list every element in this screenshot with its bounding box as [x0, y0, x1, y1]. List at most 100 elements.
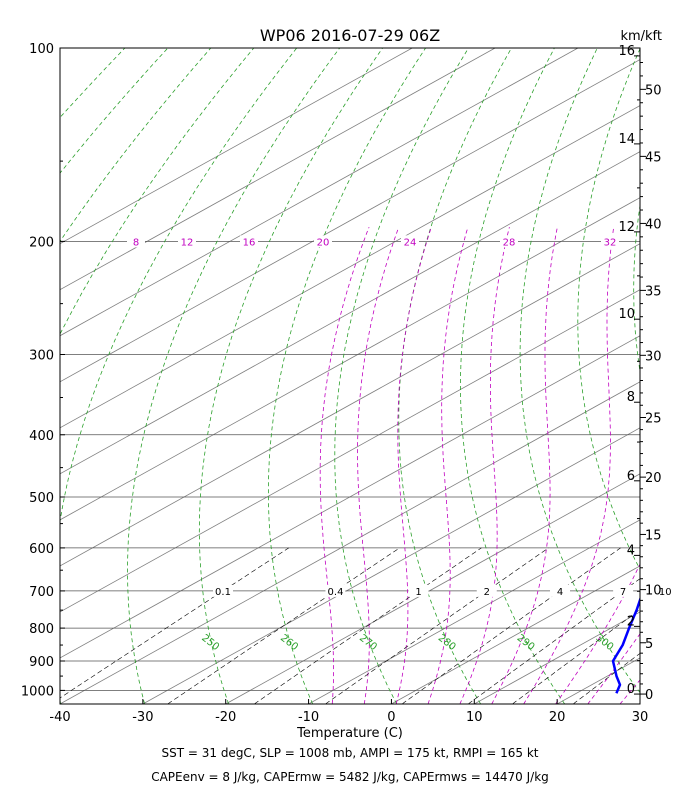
moist-adiabat-lines — [319, 226, 640, 704]
mixing-ratio-label: 7 — [620, 587, 626, 598]
plot-frame — [59, 47, 641, 705]
kft-tick-label: 30 — [645, 349, 662, 364]
isotherm-line — [60, 48, 579, 337]
dry-adiabat-line — [633, 202, 640, 374]
moist-label-bg — [127, 235, 145, 248]
mixing-ratio-line — [254, 547, 482, 704]
isotherm-line — [60, 197, 640, 521]
isotherm-line — [60, 381, 640, 704]
moist-label-bg — [178, 235, 196, 248]
moist-adiabat-line — [555, 563, 640, 704]
dry-adiabat-line — [577, 48, 640, 571]
dry-adiabat-line — [127, 48, 341, 704]
mixing-ratio-line — [468, 578, 640, 704]
mixing-ratio-line — [60, 547, 289, 699]
y-tick-label: 600 — [29, 542, 54, 557]
moist-label-bg — [601, 235, 619, 248]
x-tick-label: 10 — [466, 710, 483, 725]
km-tick-label: 4 — [627, 543, 635, 558]
isotherm-line — [60, 105, 640, 429]
isotherm-line — [391, 565, 640, 704]
mixing-ratio-line — [167, 547, 400, 704]
isotherm-line — [60, 151, 640, 475]
axes: -40 -30 -20 -10 0 10 20 30100200300400500600700… — [21, 42, 662, 725]
footer-line-1: SST = 31 degC, SLP = 1008 mb, AMPI = 175… — [161, 746, 539, 760]
dry-adiabat-line — [460, 48, 566, 704]
mixing-ratio-line — [573, 652, 640, 704]
moist-adiabat-line — [491, 227, 558, 704]
x-axis-label: Temperature (C) — [296, 726, 403, 741]
km-tick-label: 2 — [627, 614, 635, 629]
kft-tick-label: 40 — [645, 217, 662, 232]
moist-adiabat-label: 32 — [604, 237, 617, 248]
moist-adiabat-label: 16 — [243, 237, 256, 248]
mix-label-bg — [325, 584, 346, 597]
kft-tick-label: 5 — [645, 637, 653, 652]
moist-adiabat-label: 24 — [404, 237, 417, 248]
moist-adiabat-label: 12 — [181, 237, 194, 248]
km-tick-label: 14 — [618, 132, 635, 147]
x-tick-label: -40 — [49, 710, 70, 725]
moist-adiabat-line — [523, 227, 615, 704]
x-tick-label: 30 — [632, 710, 649, 725]
mix-label-bg — [408, 584, 429, 597]
kft-tick-label: 0 — [645, 688, 653, 703]
footer-line-2: CAPEenv = 8 J/kg, CAPErmw = 5482 J/kg, C… — [151, 770, 549, 784]
mix-label-bg — [476, 584, 497, 597]
mixing-ratio-line — [401, 547, 621, 704]
isotherm-line — [60, 59, 640, 383]
x-tick-label: 0 — [387, 710, 395, 725]
x-tick-label: -30 — [132, 710, 153, 725]
isotherm-line — [60, 289, 640, 613]
km-tick-label: 0 — [627, 682, 635, 697]
mixing-ratio-label: 10 — [659, 587, 672, 598]
chart-title: WP06 2016-07-29 06Z — [260, 26, 440, 45]
moist-label-bg — [500, 235, 518, 248]
mixing-ratio-label: 0.1 — [215, 587, 231, 598]
moist-adiabat-line — [459, 227, 510, 704]
mixing-ratio-label: 2 — [484, 587, 490, 598]
isobar-lines — [60, 48, 640, 691]
moist-label-bg — [314, 235, 332, 248]
y-tick-label: 400 — [29, 429, 54, 444]
mixing-ratio-label: 0.4 — [328, 587, 344, 598]
dry-adiabat-line — [60, 48, 255, 336]
moist-label-bg — [401, 235, 419, 248]
moist-adiabat-line — [427, 226, 469, 704]
x-tick-label: -20 — [215, 710, 236, 725]
km-tick-label: 10 — [618, 307, 635, 322]
km-tick-label: 8 — [627, 390, 635, 405]
moist-adiabat-label: 20 — [317, 237, 330, 248]
kft-tick-label: 10 — [645, 584, 662, 599]
y-tick-label: 1000 — [21, 684, 54, 699]
isotherm-line — [60, 48, 413, 245]
km-tick-label: 6 — [627, 469, 635, 484]
moist-adiabat-line — [587, 633, 640, 704]
kft-tick-label: 35 — [645, 284, 662, 299]
height-axis-label: km/kft — [620, 29, 662, 44]
mixing-ratio-label: 1 — [415, 587, 421, 598]
y-tick-label: 500 — [29, 491, 54, 506]
x-tick-label: 20 — [549, 710, 566, 725]
isotherm-line — [60, 48, 496, 291]
moist-adiabat-line — [319, 226, 370, 704]
mix-label-bg — [213, 584, 234, 597]
mixing-ratio-lines — [60, 547, 640, 704]
isotherm-line — [60, 243, 640, 567]
kft-tick-label: 50 — [645, 83, 662, 98]
y-tick-label: 700 — [29, 585, 54, 600]
sounding-profiles — [611, 596, 640, 694]
mixing-ratio-label: 4 — [557, 587, 563, 598]
kft-tick-label: 45 — [645, 150, 662, 165]
moist-adiabat-label: 28 — [503, 237, 516, 248]
y-tick-label: 200 — [29, 235, 54, 250]
isotherm-line — [60, 335, 640, 659]
moist-adiabat-label: 8 — [133, 237, 139, 248]
km-tick-label: 16 — [618, 44, 635, 59]
mixing-ratio-line — [325, 547, 549, 704]
mix-label-bg — [550, 584, 571, 597]
km-tick-label: 12 — [618, 220, 635, 235]
dewpoint-profile — [611, 596, 640, 694]
y-tick-label: 300 — [29, 349, 54, 364]
